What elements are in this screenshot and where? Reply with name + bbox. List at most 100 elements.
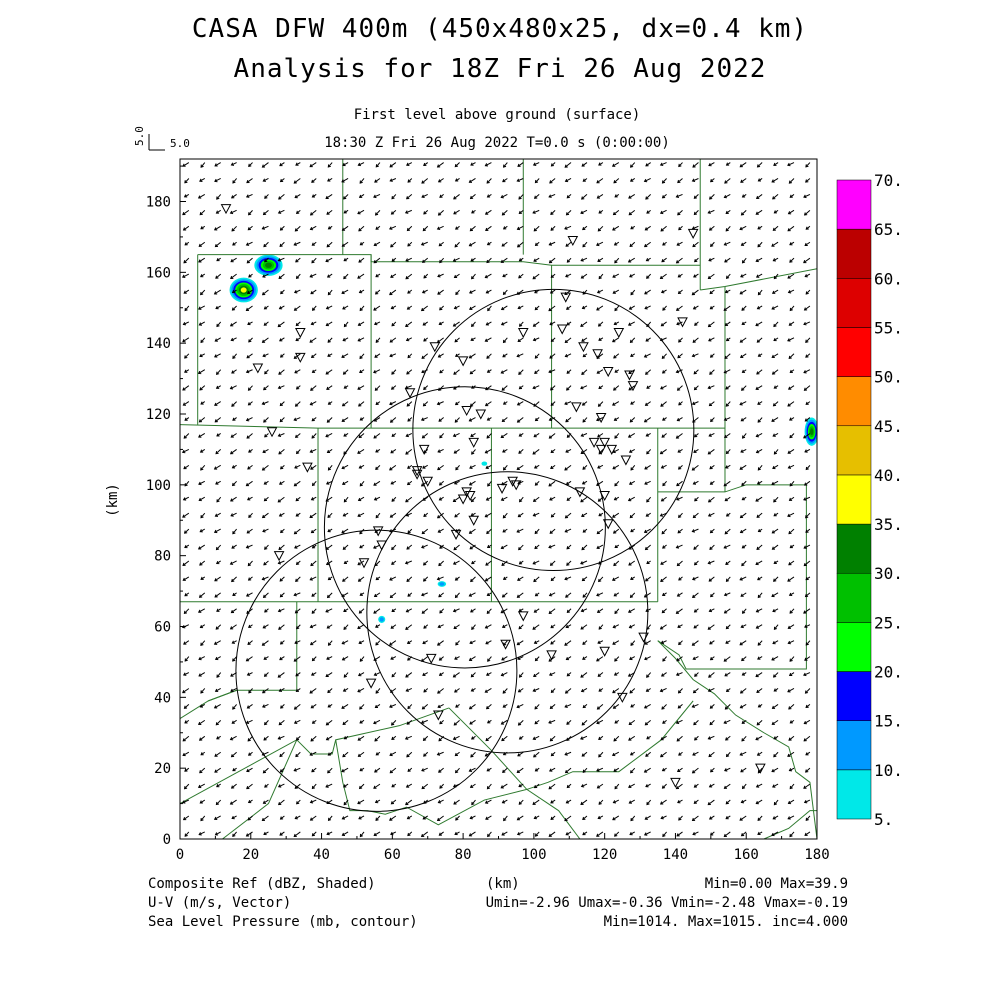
wind-vector <box>247 735 253 742</box>
wind-vector <box>278 209 285 214</box>
wind-vector-head <box>200 817 204 822</box>
wind-vector <box>582 767 588 773</box>
wind-vector-head <box>724 498 728 502</box>
wind-vector-head <box>598 513 602 517</box>
wind-vector-head <box>470 754 474 758</box>
wind-vector-head <box>248 163 252 168</box>
wind-vector <box>391 385 397 390</box>
wind-vector-head <box>709 641 713 645</box>
wind-vector-head <box>214 578 218 582</box>
wind-vector <box>534 704 540 710</box>
wind-vector-head <box>757 656 761 660</box>
wind-vector <box>677 799 683 803</box>
wind-vector-head <box>787 403 791 407</box>
wind-vector <box>198 831 205 836</box>
wind-vector-head <box>723 592 728 597</box>
wind-vector-head <box>771 657 775 661</box>
y-tick-label: 40 <box>154 690 171 706</box>
wind-vector-head <box>581 371 585 375</box>
wind-vector <box>708 735 715 740</box>
wind-vector <box>534 544 540 549</box>
wind-vector <box>533 321 540 327</box>
wind-vector-head <box>358 228 362 232</box>
wind-vector-head <box>373 832 377 837</box>
wind-vector-head <box>261 467 266 471</box>
wind-vector-head <box>580 626 584 630</box>
wind-vector <box>325 369 333 375</box>
wind-vector <box>230 257 237 263</box>
wind-vector-head <box>421 706 426 710</box>
wind-vector <box>279 417 285 422</box>
wind-vector-head <box>771 306 775 310</box>
wind-vector-head <box>439 259 443 264</box>
wind-vector <box>469 241 476 247</box>
wind-vector-head <box>309 817 314 821</box>
wind-vector-head <box>357 737 361 741</box>
wind-vector <box>597 257 604 262</box>
wind-vector <box>470 401 476 407</box>
wind-vector-head <box>469 290 473 294</box>
wind-vector <box>328 465 333 471</box>
wind-vector-head <box>375 642 379 646</box>
wind-vector <box>532 799 540 805</box>
wind-vector-head <box>723 483 727 487</box>
wind-vector <box>198 480 205 485</box>
wind-vector <box>501 496 508 501</box>
wind-vector-head <box>373 321 378 326</box>
wind-vector <box>485 337 492 342</box>
wind-vector-head <box>197 195 202 199</box>
wind-vector-head <box>216 736 220 740</box>
wind-vector <box>548 305 556 311</box>
wind-vector <box>534 353 540 359</box>
wind-vector-head <box>661 370 666 374</box>
wind-vector <box>214 225 221 231</box>
wind-vector <box>487 480 492 487</box>
wind-vector-head <box>277 385 282 390</box>
wind-vector <box>757 751 763 756</box>
wind-vector-head <box>373 545 377 549</box>
wind-vector-head <box>516 817 521 821</box>
wind-vector-head <box>263 243 267 248</box>
wind-vector-head <box>803 212 808 216</box>
wind-vector-head <box>628 546 632 550</box>
wind-vector-head <box>184 658 188 662</box>
wind-vector-head <box>485 322 489 326</box>
vector-key-y: 5.0 <box>133 126 146 146</box>
wind-vector-head <box>771 705 776 709</box>
wind-vector <box>184 783 190 790</box>
wind-vector <box>246 353 253 359</box>
wind-vector <box>231 194 237 199</box>
wind-vector-head <box>804 418 808 422</box>
wind-vector <box>533 672 540 677</box>
wind-vector-head <box>723 833 727 838</box>
wind-vector-head <box>756 371 760 375</box>
wind-vector <box>279 831 285 836</box>
wind-vector <box>183 433 190 439</box>
wind-vector-head <box>613 387 617 391</box>
wind-vector <box>677 767 683 772</box>
wind-vector-head <box>484 625 489 629</box>
footer-right-1: Min=0.00 Max=39.9 <box>704 876 848 892</box>
wind-vector-head <box>692 831 696 836</box>
wind-vector-head <box>405 674 409 678</box>
x-tick-label: 60 <box>384 847 401 863</box>
wind-vector <box>628 257 636 263</box>
wind-vector <box>550 385 556 391</box>
wind-vector-head <box>182 514 186 518</box>
wind-vector-head <box>581 402 586 406</box>
wind-vector-head <box>293 483 297 487</box>
wind-vector <box>278 560 285 564</box>
wind-vector <box>230 273 237 279</box>
wind-vector-head <box>564 752 568 756</box>
wind-vector-head <box>677 274 681 278</box>
wind-vector <box>533 257 540 262</box>
wind-vector <box>518 719 524 726</box>
wind-vector-head <box>343 608 347 613</box>
wind-vector-head <box>694 737 698 741</box>
wind-vector <box>660 688 667 692</box>
wind-vector-head <box>232 833 236 838</box>
wind-vector-head <box>216 674 220 678</box>
wind-vector <box>771 831 779 836</box>
wind-vector <box>294 305 301 311</box>
wind-vector <box>325 544 333 550</box>
